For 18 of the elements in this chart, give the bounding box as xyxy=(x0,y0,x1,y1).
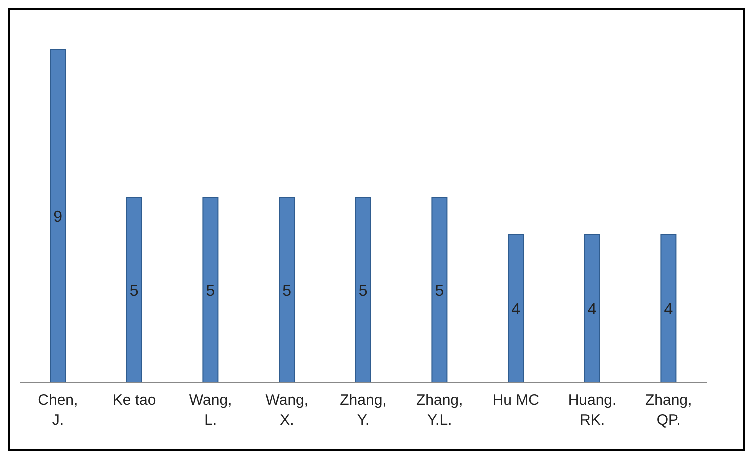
data-label: 5 xyxy=(130,283,139,300)
data-label: 5 xyxy=(206,283,216,300)
x-tick-label: Huang. RK. xyxy=(568,392,617,429)
x-tick-label: Wang, L. xyxy=(189,392,232,429)
data-label: 4 xyxy=(664,302,674,319)
x-tick-label: Zhang, Y.L. xyxy=(416,392,464,429)
x-tick-label: Zhang, QP. xyxy=(645,392,692,429)
data-label: 5 xyxy=(282,283,292,300)
x-tick-label: Wang, X. xyxy=(266,392,309,429)
x-tick-label: Hu MC xyxy=(492,392,540,409)
data-label: 5 xyxy=(435,283,444,300)
x-tick-label: Ke tao xyxy=(112,392,156,409)
data-label: 4 xyxy=(588,302,597,319)
x-tick-label: Chen, J. xyxy=(38,392,78,429)
data-label: 4 xyxy=(512,302,521,319)
x-tick-label: Zhang, Y. xyxy=(340,392,387,429)
data-label: 9 xyxy=(54,209,63,226)
data-label: 5 xyxy=(358,283,368,300)
